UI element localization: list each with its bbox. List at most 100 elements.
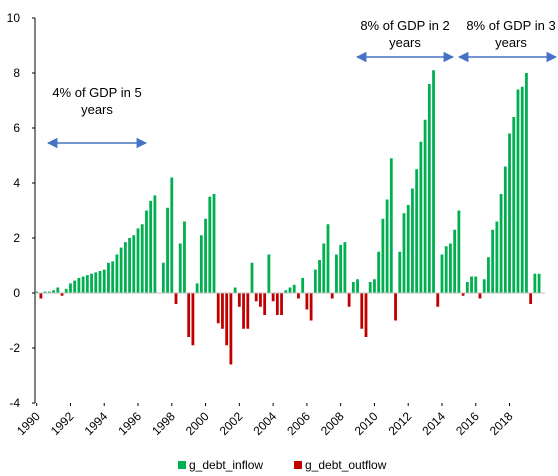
bar	[119, 247, 123, 293]
annotation: years	[389, 35, 421, 50]
legend-label: g_debt_inflow	[189, 458, 263, 472]
bar	[503, 166, 507, 293]
bar	[81, 276, 85, 293]
bar	[229, 293, 233, 365]
bar	[351, 282, 355, 293]
bar	[508, 133, 511, 293]
bar	[280, 293, 283, 315]
bar	[305, 293, 309, 310]
bar	[128, 238, 131, 293]
annotation: 8% of GDP in 3	[466, 18, 555, 33]
bar	[107, 262, 110, 293]
bar	[411, 188, 414, 293]
bar	[326, 224, 330, 293]
legend-swatch	[178, 461, 186, 469]
bar	[39, 293, 43, 299]
bar	[520, 86, 524, 293]
bar	[292, 284, 296, 293]
bar	[123, 242, 127, 293]
bar	[381, 218, 385, 293]
y-tick-label: 0	[13, 286, 20, 300]
bar	[153, 195, 157, 293]
bar	[132, 235, 136, 293]
x-tick-label: 2006	[284, 409, 313, 438]
bar	[221, 293, 224, 329]
x-tick-label: 1998	[149, 409, 178, 438]
bar	[199, 235, 203, 293]
bar	[419, 141, 423, 293]
bar	[69, 283, 72, 293]
bar	[440, 254, 444, 293]
bar	[512, 117, 516, 293]
bar	[297, 293, 300, 299]
x-tick-label: 2012	[386, 409, 415, 438]
bar	[259, 293, 262, 307]
bar	[284, 290, 288, 293]
bar	[47, 291, 51, 293]
bar	[377, 251, 381, 293]
x-tick-label: 1992	[48, 409, 77, 438]
bar	[102, 269, 106, 293]
bar	[111, 261, 115, 293]
bar	[195, 283, 199, 293]
bar	[465, 282, 469, 293]
bar	[183, 221, 186, 293]
x-tick-label: 2004	[250, 409, 279, 438]
bar	[161, 262, 165, 293]
legend-swatch	[294, 461, 302, 469]
bar	[267, 254, 271, 293]
bar	[56, 287, 60, 293]
bar	[52, 290, 55, 293]
bar	[482, 279, 486, 293]
bar	[444, 246, 448, 293]
bar	[339, 244, 343, 293]
bar	[145, 210, 148, 293]
bar	[187, 293, 191, 337]
bar	[495, 221, 499, 293]
bar	[64, 288, 68, 293]
bar	[525, 73, 528, 293]
bar	[423, 119, 427, 293]
bar	[98, 271, 102, 293]
bar	[474, 276, 478, 293]
bar	[487, 257, 490, 293]
y-tick-label: -4	[9, 396, 20, 410]
bar	[216, 293, 220, 324]
bar	[246, 293, 250, 329]
bar	[174, 293, 178, 304]
bar	[250, 262, 254, 293]
bar	[432, 70, 435, 293]
x-tick-label: 2014	[419, 409, 448, 438]
bar	[35, 291, 39, 293]
bar	[470, 276, 473, 293]
bar	[449, 243, 452, 293]
annotation: 4% of GDP in 5	[52, 85, 141, 100]
bar	[385, 199, 389, 293]
x-tick-label: 2002	[217, 409, 246, 438]
bar	[94, 272, 98, 293]
bar	[43, 291, 47, 293]
bar	[402, 213, 406, 293]
bar	[233, 287, 237, 293]
bar	[77, 277, 81, 293]
x-tick-label: 2000	[183, 409, 212, 438]
bar	[140, 224, 144, 293]
bar	[529, 293, 533, 304]
bar	[499, 194, 503, 293]
bar	[415, 169, 419, 293]
bar	[208, 196, 212, 293]
bar	[360, 293, 364, 329]
bar	[85, 275, 89, 293]
bar	[427, 84, 431, 293]
bar	[237, 293, 241, 307]
bar	[90, 273, 93, 293]
bar	[537, 273, 541, 293]
x-tick-label: 2010	[352, 409, 381, 438]
x-tick-label: 2008	[318, 409, 347, 438]
bar	[254, 293, 258, 302]
bar	[204, 218, 207, 293]
x-tick-label: 1990	[14, 409, 43, 438]
bar	[271, 293, 275, 302]
bar	[457, 210, 461, 293]
